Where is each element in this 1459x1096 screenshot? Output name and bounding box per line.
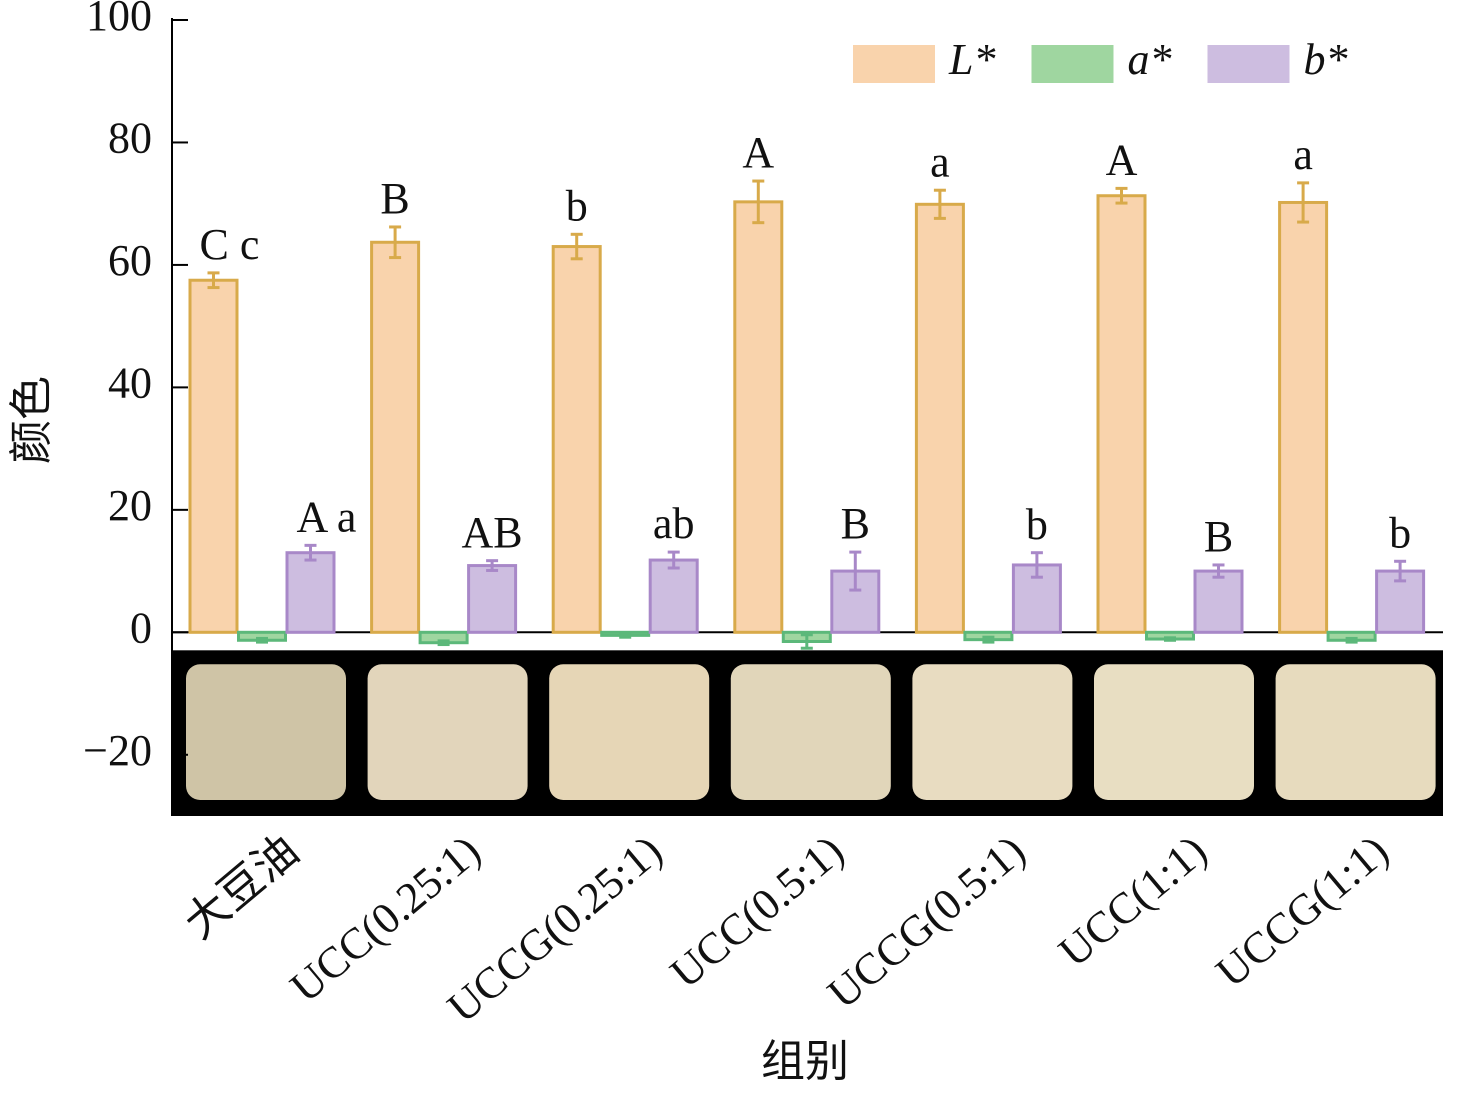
error-bar [570, 232, 583, 261]
error-bar [1212, 563, 1225, 579]
significance-label: B [380, 174, 409, 223]
x-tick-label: UCC(1:1) [1050, 826, 1216, 977]
legend-label: L* [948, 35, 995, 84]
y-tick-label: 20 [108, 481, 152, 530]
legend-swatch [1207, 45, 1290, 83]
significance-label: B [1204, 512, 1233, 561]
y-tick-label: 0 [130, 603, 152, 652]
bar [1193, 569, 1244, 634]
bar [285, 551, 336, 634]
error-bar [1030, 551, 1043, 579]
bar [467, 564, 518, 634]
x-tick-label: UCC(0.5:1) [661, 826, 853, 998]
significance-label: b [566, 181, 588, 230]
significance-label: b [1026, 500, 1048, 549]
significance-label: b [1389, 508, 1411, 557]
x-axis-title: 组别 [761, 1037, 849, 1086]
error-bar [1297, 181, 1310, 224]
error-bar [256, 636, 268, 644]
bar [830, 569, 881, 634]
error-bar [1394, 559, 1407, 583]
error-bar [667, 550, 680, 570]
significance-label: a [930, 137, 950, 186]
bar [648, 558, 699, 634]
y-tick-label: 60 [108, 236, 152, 285]
x-tick-label: 大豆油 [175, 826, 308, 948]
error-bar [437, 639, 450, 647]
error-bar [486, 559, 499, 572]
bar [1278, 200, 1329, 634]
error-bar [619, 632, 632, 639]
significance-label: a [1293, 130, 1313, 179]
significance-label: A a [297, 492, 357, 541]
error-bar [1345, 636, 1358, 644]
sample-photo [1094, 664, 1254, 800]
error-bar [207, 271, 220, 290]
error-bar [389, 225, 402, 260]
significance-label: AB [462, 508, 523, 557]
error-bar [933, 188, 946, 220]
error-bar [982, 635, 995, 644]
significance-label: B [841, 499, 870, 548]
y-tick-label: 100 [86, 0, 152, 40]
significance-label: A [742, 128, 774, 177]
y-tick-label: −20 [83, 726, 152, 775]
legend-label: b* [1303, 35, 1347, 84]
bar [370, 240, 421, 634]
sample-photo [1275, 664, 1436, 800]
bar [188, 278, 239, 634]
sample-photo [367, 664, 528, 800]
x-tick-label: UCCG(0.5:1) [818, 826, 1034, 1018]
error-bar [752, 179, 765, 225]
sample-photo [186, 664, 346, 800]
significance-label: A [1106, 135, 1138, 184]
y-axis-title: 颜色 [7, 376, 56, 464]
legend-swatch [853, 45, 935, 83]
x-tick-label: UCCG(1:1) [1207, 826, 1398, 997]
sample-photo [730, 664, 891, 800]
bar [551, 245, 602, 634]
legend-label: a* [1127, 35, 1171, 84]
bar [1096, 194, 1147, 634]
error-bar [304, 543, 317, 562]
bar [914, 202, 965, 634]
error-bar [1115, 186, 1128, 205]
bar [733, 200, 784, 634]
error-bar [849, 550, 862, 592]
error-bar [1164, 636, 1176, 642]
y-tick-label: 40 [108, 358, 152, 407]
significance-label: C c [200, 220, 260, 269]
sample-photo [912, 664, 1073, 800]
sample-photo [549, 664, 710, 800]
y-tick-label: 80 [108, 114, 152, 163]
significance-label: ab [653, 499, 695, 548]
error-bar [800, 633, 813, 650]
legend-swatch [1031, 45, 1114, 83]
